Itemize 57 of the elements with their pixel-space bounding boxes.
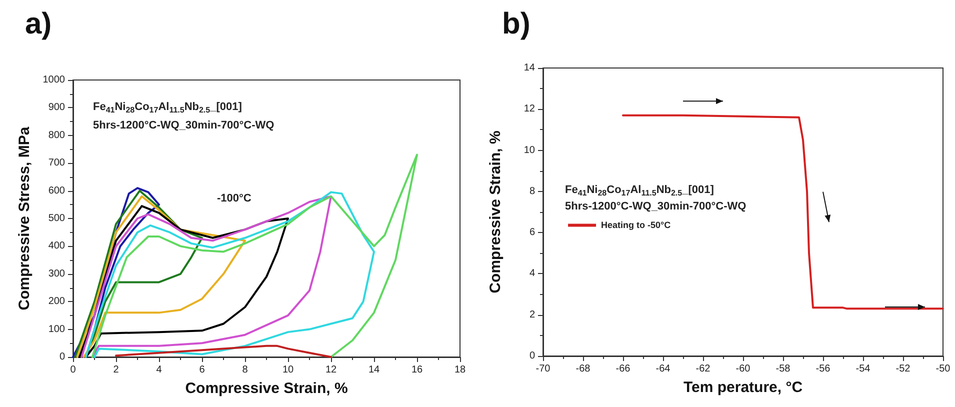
x-tick-label: -56 — [816, 364, 831, 374]
y-tick-label: 4 — [529, 268, 536, 280]
annotation: 5hrs-1200°C-WQ_30min-700°C-WQ — [93, 120, 275, 132]
y-axis-title: Compressive Strain, % — [487, 130, 504, 294]
y-tick-label: 6 — [529, 227, 536, 238]
y-tick-label: 900 — [48, 102, 66, 114]
annotation: -100°C — [217, 192, 252, 204]
annotation: 5hrs-1200°C-WQ_30min-700°C-WQ — [565, 200, 747, 212]
x-tick-label: -60 — [736, 364, 751, 374]
y-tick-label: 1000 — [42, 74, 66, 86]
x-tick-label: 12 — [325, 364, 337, 376]
x-tick-label: 16 — [411, 364, 423, 376]
x-tick-label: -50 — [936, 364, 951, 374]
y-tick-label: 10 — [524, 144, 536, 156]
chart-title: a) — [25, 8, 52, 40]
x-axis-title: Compressive Strain, % — [185, 380, 348, 397]
x-tick-label: 10 — [282, 364, 294, 376]
x-tick-label: 6 — [199, 364, 206, 376]
line-series — [115, 344, 332, 358]
line-series — [91, 154, 418, 358]
y-tick-label: 500 — [48, 213, 66, 224]
y-tick-label: 400 — [48, 240, 66, 252]
line-series — [80, 195, 332, 358]
legend-label: Heating to -50°C — [601, 220, 672, 230]
y-tick-label: 14 — [524, 62, 536, 74]
y-tick-label: 300 — [48, 268, 66, 280]
x-tick-label: 0 — [70, 364, 76, 376]
x-tick-label: -66 — [616, 364, 631, 374]
y-tick-label: 2 — [529, 309, 536, 320]
x-tick-label: -58 — [776, 364, 791, 374]
line-series — [84, 191, 375, 358]
y-tick-label: 800 — [48, 130, 66, 141]
line-series — [72, 187, 160, 358]
y-tick-label: 12 — [524, 104, 536, 115]
y-tick-label: 200 — [48, 296, 66, 308]
chart-title: b) — [502, 8, 530, 40]
y-tick-label: 8 — [529, 186, 536, 197]
x-tick-label: -52 — [896, 364, 911, 374]
x-tick-label: -62 — [696, 364, 711, 374]
x-tick-label: 2 — [113, 364, 120, 376]
y-tick-label: 0 — [529, 350, 536, 362]
x-tick-label: -68 — [576, 364, 591, 374]
y-tick-label: 600 — [48, 185, 66, 196]
x-tick-label: -64 — [656, 364, 671, 374]
x-tick-label: 8 — [242, 364, 248, 376]
x-tick-label: 18 — [454, 364, 466, 376]
y-tick-label: 100 — [48, 324, 66, 335]
line-series — [74, 190, 203, 358]
y-tick-label: 0 — [59, 352, 66, 362]
x-tick-label: -54 — [856, 364, 871, 374]
y-axis-title: Compressive Stress, MPa — [16, 126, 33, 310]
line-series — [78, 205, 289, 358]
x-tick-label: -70 — [536, 364, 551, 374]
x-axis-title: Tem perature, °C — [683, 379, 803, 396]
y-tick-label: 700 — [48, 158, 66, 169]
x-tick-label: 14 — [368, 364, 380, 376]
x-tick-label: 4 — [156, 364, 162, 376]
